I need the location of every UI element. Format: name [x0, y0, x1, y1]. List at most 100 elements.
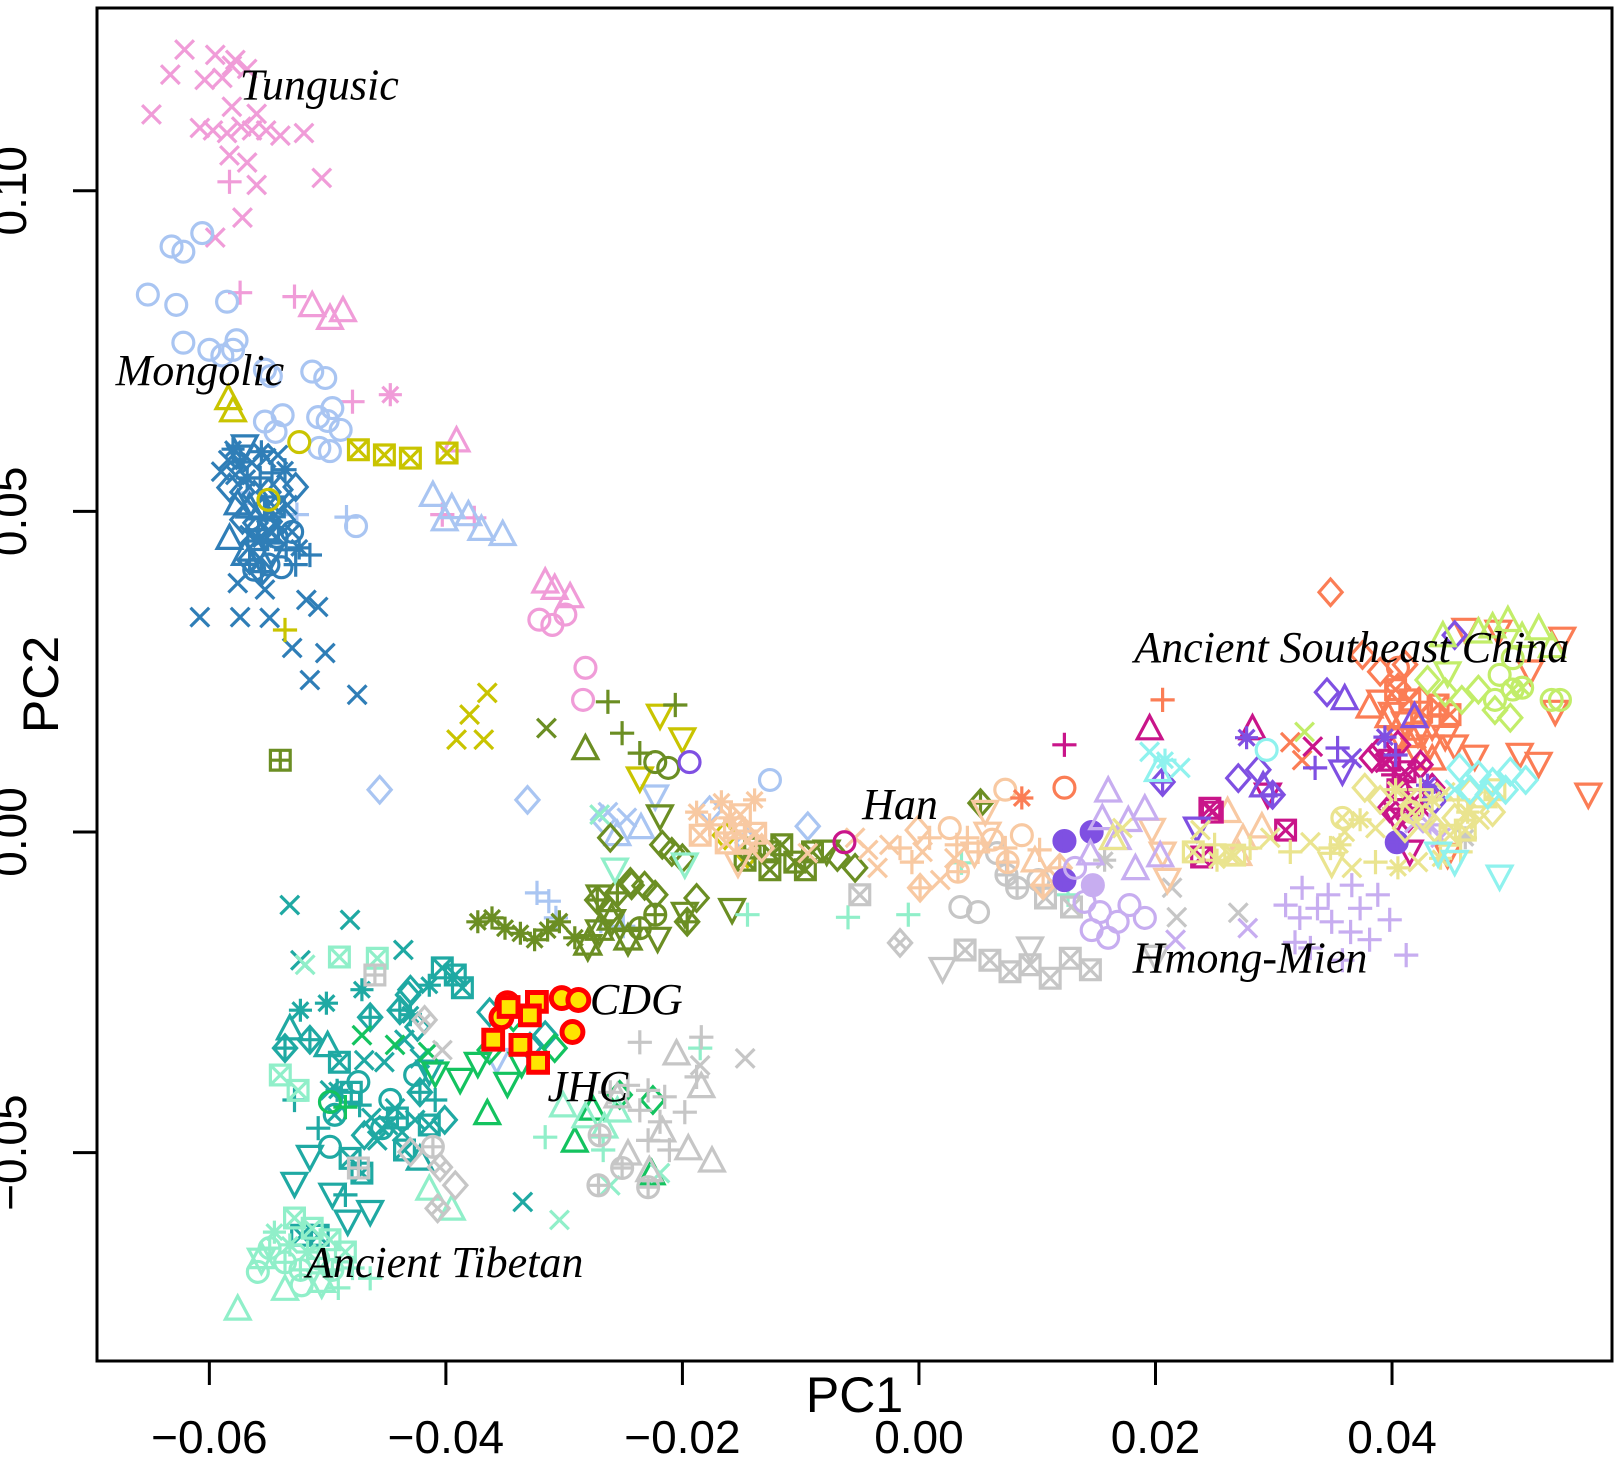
point-hmong-mien-lavender-plus — [1338, 919, 1363, 945]
point-dark-yellow-triangle — [218, 394, 248, 423]
point-tungusic-pink-circle — [573, 655, 598, 680]
point-gray-diamond-x — [423, 1192, 452, 1225]
point-tibetan-teal-asterisk — [325, 1078, 349, 1102]
point-khaki-diamond — [1351, 772, 1379, 804]
point-light-green-triangle — [1523, 612, 1554, 641]
point-green-triangle-down — [492, 1071, 523, 1100]
point-gray-circle-plus — [586, 1173, 611, 1198]
point-tibetan-teal-triangle-down — [279, 1171, 310, 1200]
point-khaki-square-x — [1453, 818, 1477, 842]
point-olive-green-x — [535, 717, 557, 739]
point-tungusic-pink-x — [216, 122, 238, 144]
annotation-hmong-mien: Hmong-Mien — [1132, 933, 1368, 982]
point-mongolic-lightblue-circle — [328, 417, 353, 442]
point-green-circle — [317, 1089, 343, 1114]
point-gray-diamond — [441, 1169, 470, 1201]
point-purple-triangle — [1329, 682, 1360, 711]
point-ancient-tibetan-aquamarine-x — [548, 1209, 570, 1231]
point-han-peach-circle-plus — [995, 850, 1020, 875]
point-gray-square-x — [953, 938, 977, 962]
point-ancient-tibetan-aquamarine-asterisk — [262, 1220, 286, 1244]
point-tungusic-pink-x — [269, 125, 291, 147]
point-han-peach-asterisk — [709, 790, 733, 814]
point-gray-triangle — [602, 1080, 633, 1109]
point-dark-yellow-square-x — [372, 443, 396, 467]
point-tibetan-teal-plus — [333, 1182, 358, 1207]
point-turkic-steelblue-x — [259, 607, 281, 629]
point-hmong-mien-lavender-plus — [1287, 905, 1312, 930]
cluster-tibetan-teal — [271, 894, 559, 1247]
point-tungusic-pink-x — [189, 117, 211, 139]
point-turkic-steelblue-x — [189, 606, 211, 628]
point-gray-x — [1161, 877, 1183, 899]
point-gray-square-x — [1078, 958, 1102, 982]
point-turkic-steelblue-circle — [269, 555, 294, 580]
point-hmong-mien-lavender-plus — [1316, 882, 1341, 907]
cluster-han-peach — [685, 777, 1277, 904]
cluster-hmong-mien-lavender — [1063, 774, 1452, 973]
point-ancient-se-china-coral-plus — [1150, 687, 1175, 712]
point-crimson-triangle — [1134, 712, 1165, 741]
plot-border — [95, 6, 1614, 1363]
point-gray-circle — [966, 900, 991, 925]
point-turkic-steelblue-plus — [248, 465, 273, 491]
point-gray-circle-plus — [1005, 875, 1030, 900]
point-ancient-tibetan-aquamarine-plus — [735, 902, 760, 927]
point-tungusic-pink-x — [204, 44, 226, 66]
cluster-tungusic-pink — [140, 39, 598, 712]
point-han-peach-triangle-down — [1152, 867, 1183, 896]
point-tungusic-pink-triangle — [328, 294, 358, 323]
point-purple-asterisk — [1416, 773, 1440, 797]
point-gray-diamond-x — [886, 927, 914, 959]
point-mongolic-lightblue-circle — [270, 403, 295, 428]
point-pale-cyan-x — [1444, 779, 1466, 801]
point-pale-cyan-diamond — [1511, 764, 1540, 796]
point-turkic-steelblue-asterisk — [221, 437, 245, 461]
point-turkic-steelblue-x — [295, 589, 317, 611]
point-mongolic-lightblue-circle — [164, 292, 189, 317]
point-green-x — [351, 1024, 373, 1046]
point-tibetan-teal-plus — [423, 1087, 448, 1113]
x-tick-label: −0.04 — [388, 1411, 504, 1461]
point-khaki-circle-x — [1330, 805, 1355, 830]
point-turkic-steelblue-asterisk — [273, 458, 297, 482]
point-gray-plus — [627, 1030, 652, 1055]
point-turkic-steelblue-x — [307, 596, 329, 618]
point-khaki-square-x — [1181, 840, 1205, 864]
point-dark-yellow-square-x — [398, 446, 422, 470]
point-dark-yellow-triangle-down — [667, 727, 698, 756]
point-mongolic-lightblue-circle — [171, 330, 196, 355]
point-mongolic-lightblue-circle — [344, 514, 369, 539]
point-mongolic-lightblue-circle — [197, 337, 222, 362]
point-light-green-diamond — [1496, 702, 1524, 734]
point-crimson-circle — [832, 830, 857, 855]
point-gray-x — [734, 1047, 756, 1069]
point-mongolic-lightblue-circle — [135, 282, 160, 307]
point-purple-diamond — [1313, 676, 1341, 708]
annotation-ancient-southeast-china: Ancient Southeast China — [1131, 623, 1569, 672]
annotation-ancient-tibetan: Ancient Tibetan — [303, 1238, 583, 1287]
point-gray-plus — [627, 1098, 652, 1123]
point-tibetan-teal-x — [339, 909, 361, 931]
point-hmong-mien-lavender-triangle — [1145, 839, 1176, 868]
cluster-turkic-steelblue — [189, 434, 368, 706]
point-gray-square-x — [998, 960, 1022, 984]
point-green-triangle-down — [420, 1061, 451, 1090]
point-gray-diamond-x — [410, 1004, 439, 1036]
point-gray-triangle — [634, 1154, 665, 1183]
point-turkic-steelblue-x — [346, 684, 368, 706]
point-olive-green-asterisk — [493, 916, 517, 940]
x-tick-label: 0.02 — [1111, 1411, 1201, 1461]
point-tungusic-pink-circle — [571, 687, 596, 712]
point-CDG-circle-solid — [559, 1019, 586, 1045]
point-hmong-mien-lavender-plus — [1282, 930, 1308, 955]
point-green-triangle-down — [445, 1067, 476, 1096]
x-axis-title: PC1 — [806, 1367, 903, 1423]
point-gray-circle-plus — [610, 1156, 635, 1180]
point-khaki-x — [1189, 819, 1211, 841]
point-turkic-steelblue-plus — [283, 552, 308, 577]
point-hmong-mien-lavender-plus — [1357, 927, 1382, 952]
point-ancient-se-china-coral-triangle — [1354, 690, 1385, 719]
point-tibetan-teal-triangle-down — [317, 1182, 348, 1211]
point-gray-triangle-down — [1140, 944, 1171, 973]
